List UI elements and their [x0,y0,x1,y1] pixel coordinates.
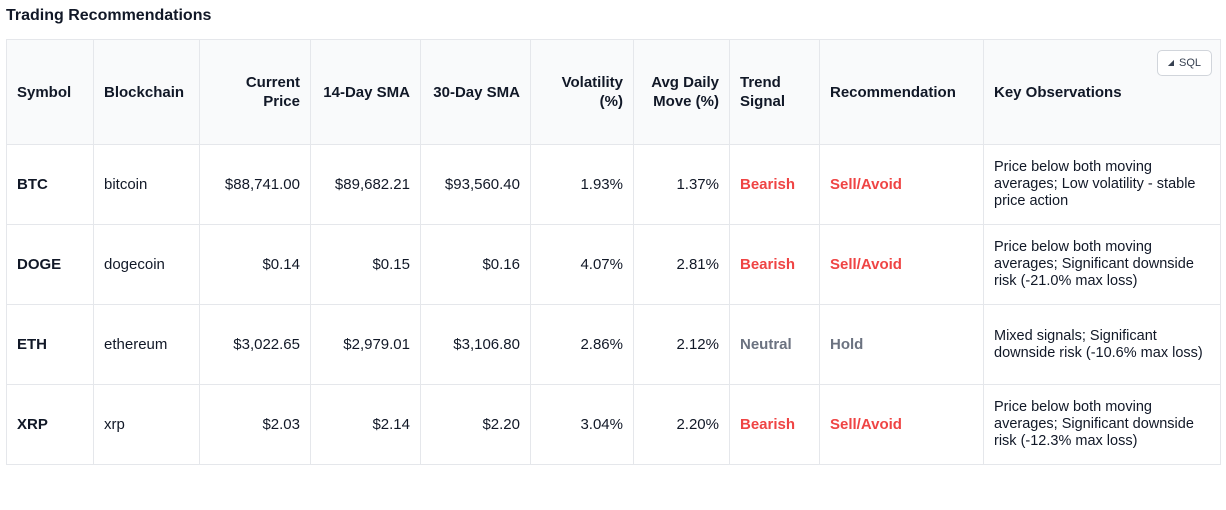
cell-avg-daily-move: 2.12% [633,304,730,385]
cell-current-price: $2.03 [199,384,311,465]
cell-sma14: $2.14 [310,384,421,465]
cell-blockchain: dogecoin [93,224,200,305]
column-header-recommendation[interactable]: Recommendation [819,39,984,145]
sql-button-label: SQL [1178,57,1201,69]
sql-toggle-button[interactable]: ◢ SQL [1156,50,1212,76]
cell-symbol: BTC [6,144,94,225]
header-row: Symbol Blockchain Current Price 14-Day S… [6,39,1221,145]
column-header-blockchain[interactable]: Blockchain [93,39,200,145]
cell-recommendation: Sell/Avoid [819,144,984,225]
recommendations-table-container: Symbol Blockchain Current Price 14-Day S… [6,39,1221,465]
cell-trend-signal: Bearish [729,384,820,465]
cell-sma30: $2.20 [420,384,531,465]
column-header-current-price[interactable]: Current Price [199,39,311,145]
cell-symbol: DOGE [6,224,94,305]
table-row: DOGE dogecoin $0.14 $0.15 $0.16 4.07% 2.… [6,224,1221,305]
cell-sma30: $93,560.40 [420,144,531,225]
cell-avg-daily-move: 2.20% [633,384,730,465]
cell-current-price: $3,022.65 [199,304,311,385]
cell-sma14: $0.15 [310,224,421,305]
cell-avg-daily-move: 2.81% [633,224,730,305]
cell-sma30: $0.16 [420,224,531,305]
column-header-sma14[interactable]: 14-Day SMA [310,39,421,145]
table-row: XRP xrp $2.03 $2.14 $2.20 3.04% 2.20% Be… [6,384,1221,465]
cell-volatility: 2.86% [530,304,634,385]
cell-key-observations: Price below both moving averages; Signif… [983,224,1221,305]
cell-blockchain: xrp [93,384,200,465]
column-header-trend-signal[interactable]: Trend Signal [729,39,820,145]
cell-recommendation: Sell/Avoid [819,384,984,465]
table-row: BTC bitcoin $88,741.00 $89,682.21 $93,56… [6,144,1221,225]
column-header-avg-daily-move[interactable]: Avg Daily Move (%) [633,39,730,145]
cell-key-observations: Mixed signals; Significant downside risk… [983,304,1221,385]
column-header-key-observations-label: Key Observations [994,83,1122,101]
cell-key-observations: Price below both moving averages; Signif… [983,384,1221,465]
cell-trend-signal: Neutral [729,304,820,385]
table-row: ETH ethereum $3,022.65 $2,979.01 $3,106.… [6,304,1221,385]
column-header-symbol[interactable]: Symbol [6,39,94,145]
cell-sma30: $3,106.80 [420,304,531,385]
cell-recommendation: Hold [819,304,984,385]
cell-trend-signal: Bearish [729,224,820,305]
column-header-sma30[interactable]: 30-Day SMA [420,39,531,145]
cell-current-price: $88,741.00 [199,144,311,225]
cell-volatility: 4.07% [530,224,634,305]
cell-sma14: $2,979.01 [310,304,421,385]
cell-sma14: $89,682.21 [310,144,421,225]
cell-trend-signal: Bearish [729,144,820,225]
cell-volatility: 3.04% [530,384,634,465]
cell-symbol: ETH [6,304,94,385]
cell-key-observations: Price below both moving averages; Low vo… [983,144,1221,225]
cell-blockchain: ethereum [93,304,200,385]
cell-current-price: $0.14 [199,224,311,305]
recommendations-table: Symbol Blockchain Current Price 14-Day S… [6,39,1221,465]
cell-avg-daily-move: 1.37% [633,144,730,225]
column-header-volatility[interactable]: Volatility (%) [530,39,634,145]
table-header: Symbol Blockchain Current Price 14-Day S… [6,39,1221,145]
caret-triangle-icon: ◢ [1167,58,1174,67]
cell-recommendation: Sell/Avoid [819,224,984,305]
column-header-key-observations[interactable]: Key Observations ◢ SQL [983,39,1221,145]
section-title: Trading Recommendations [6,7,212,24]
cell-volatility: 1.93% [530,144,634,225]
table-body: BTC bitcoin $88,741.00 $89,682.21 $93,56… [6,144,1221,465]
cell-symbol: XRP [6,384,94,465]
cell-blockchain: bitcoin [93,144,200,225]
